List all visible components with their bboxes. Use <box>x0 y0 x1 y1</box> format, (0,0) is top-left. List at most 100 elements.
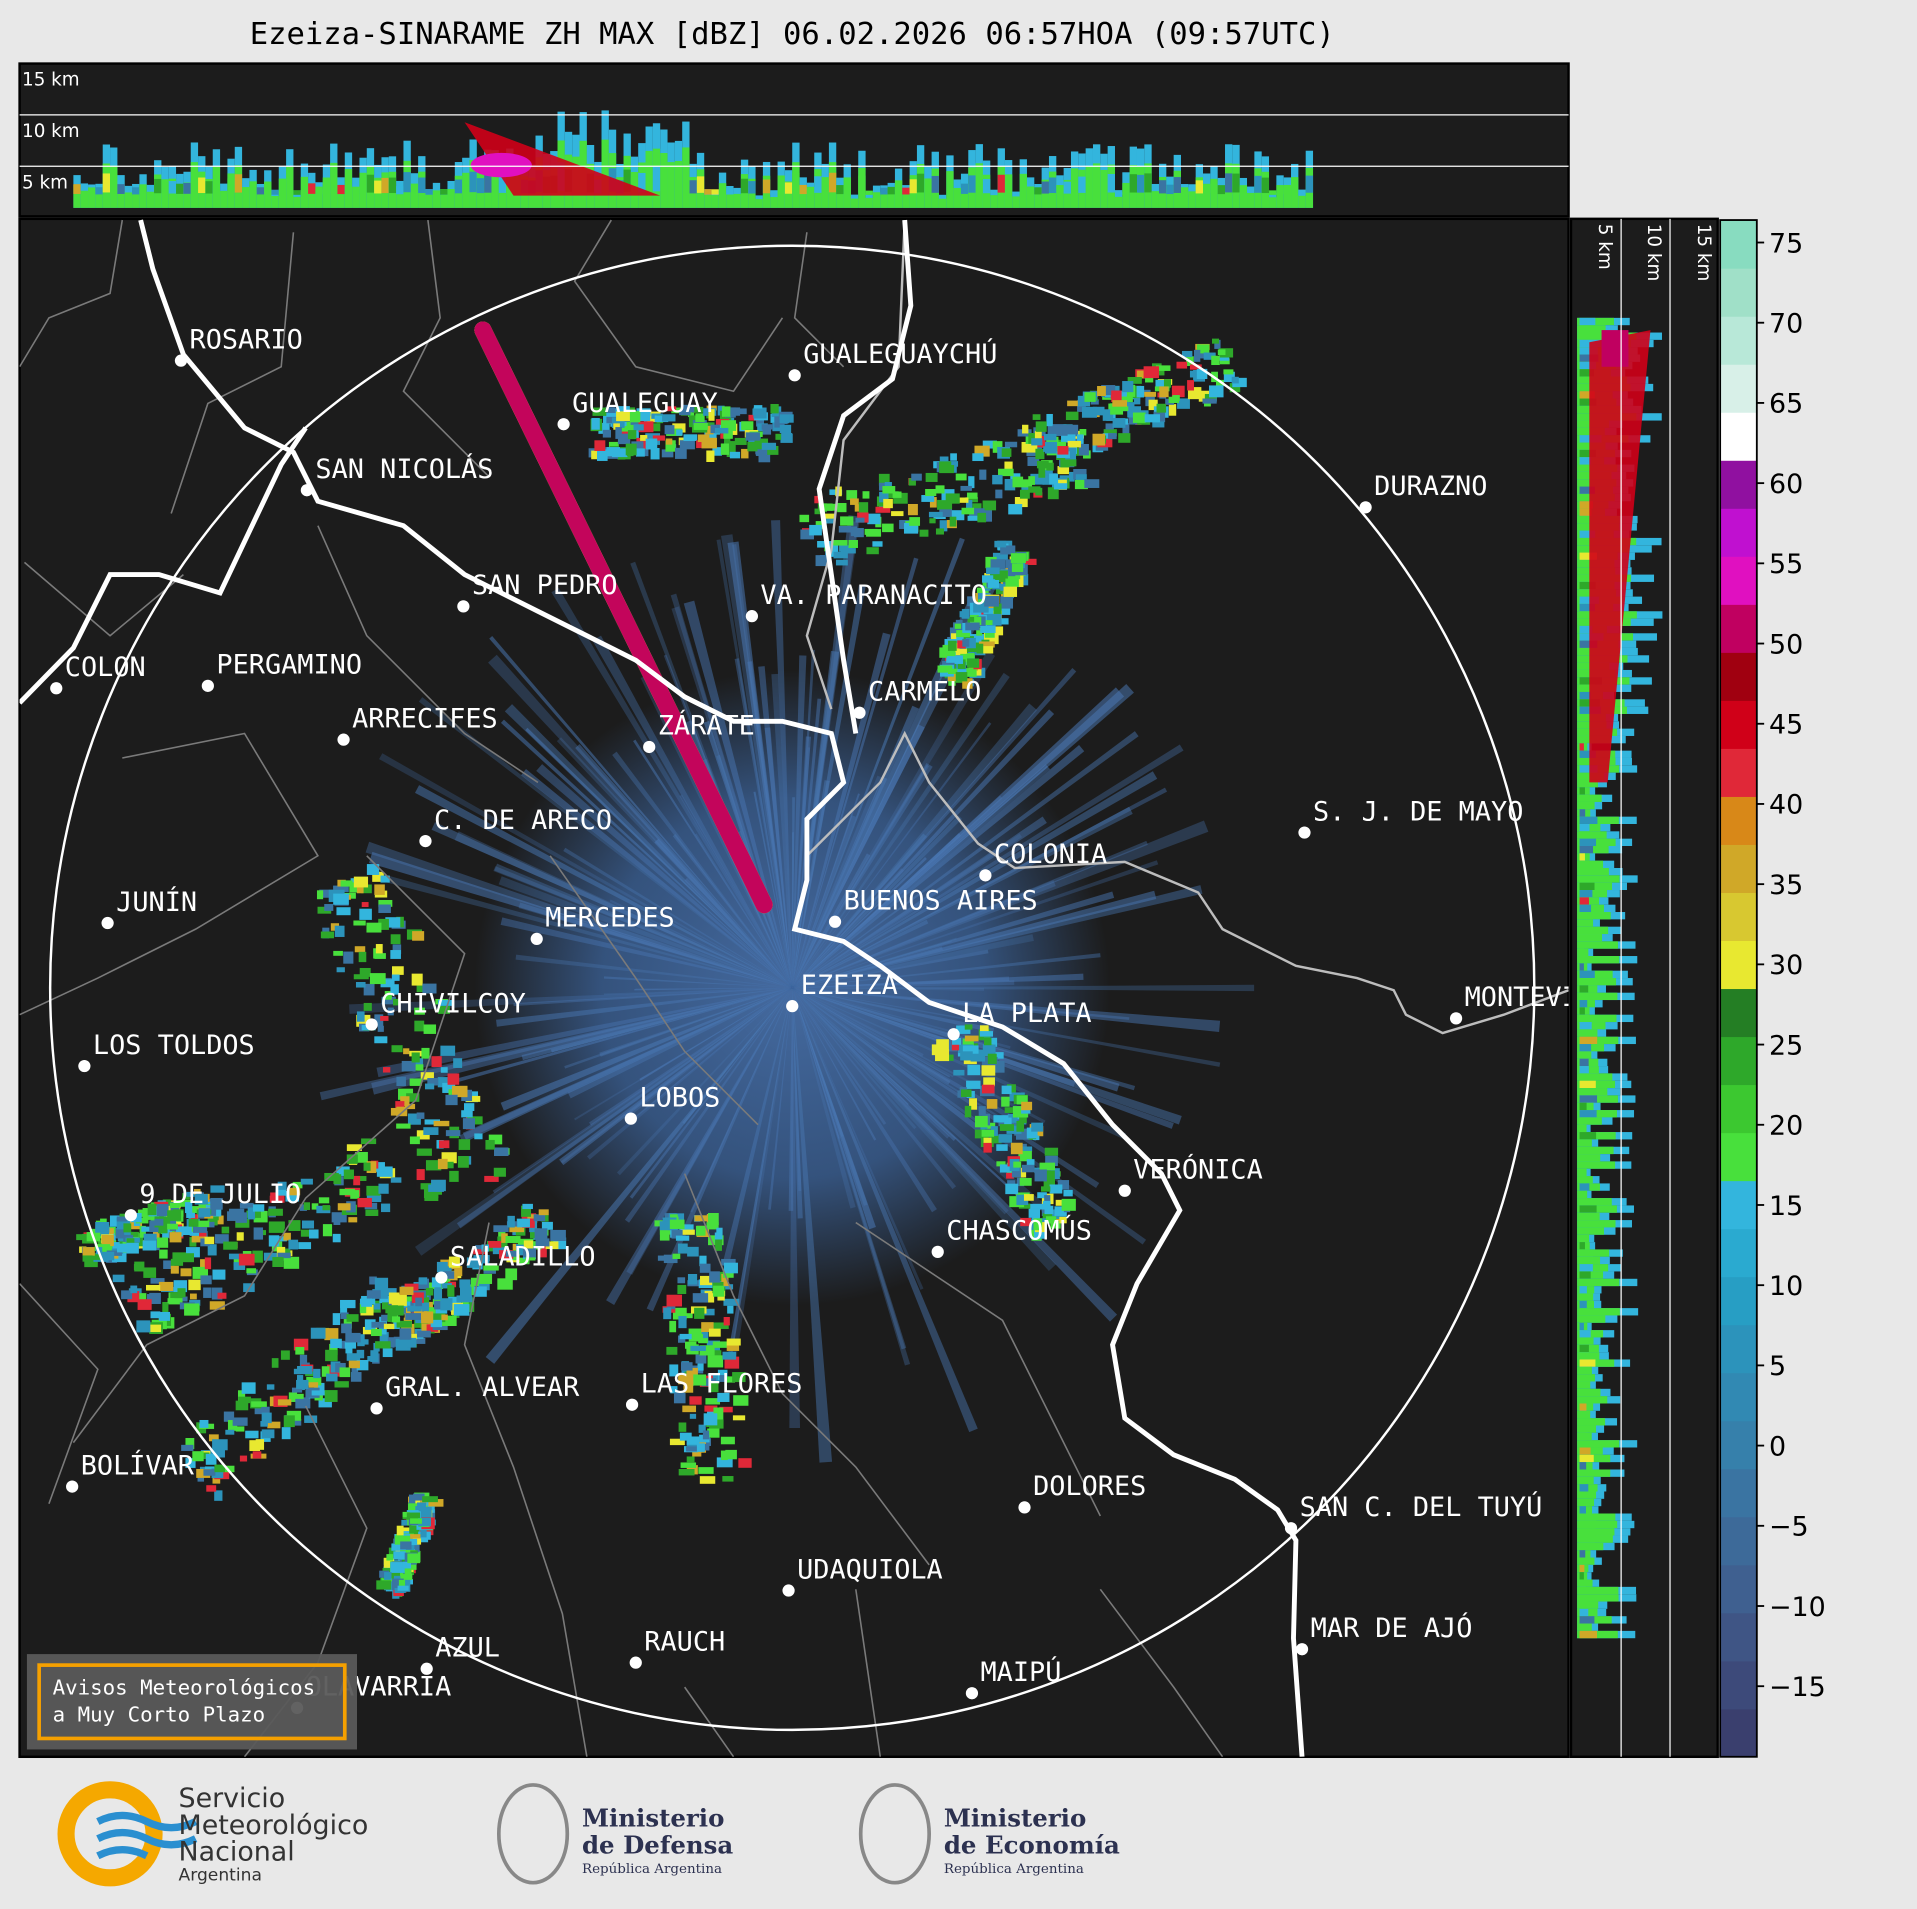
echo-cell <box>206 1485 217 1492</box>
echo-cell <box>992 552 1005 562</box>
echo-ray <box>454 987 793 1083</box>
echo-cell <box>998 1134 1013 1143</box>
echo-cell <box>343 1169 354 1180</box>
echo-cell <box>295 1346 305 1355</box>
echo-cell <box>722 1269 734 1278</box>
echo-cell <box>437 1005 450 1014</box>
echo-ray <box>792 987 1130 1020</box>
echo-column <box>814 176 822 193</box>
echo-ray <box>792 655 807 988</box>
echo-cell <box>501 1233 508 1243</box>
echo-cell <box>156 1204 169 1216</box>
echo-column <box>623 169 631 192</box>
echo-ray <box>629 987 793 1199</box>
echo-cell <box>269 1195 285 1203</box>
echo-cell <box>466 1095 481 1102</box>
echo-cell <box>969 1098 978 1110</box>
echo-cell <box>1223 371 1235 383</box>
echo-ray <box>564 987 793 1069</box>
echo-cell <box>1061 434 1076 443</box>
echo-cell <box>387 1337 395 1348</box>
echo-cell <box>678 1374 694 1385</box>
echo-cell <box>149 1292 161 1304</box>
echo-cell <box>407 1333 418 1340</box>
echo-cell <box>162 1302 169 1314</box>
echo-cell <box>956 630 970 638</box>
echo-cell <box>275 1189 287 1196</box>
echo-cell <box>346 1144 362 1152</box>
echo-cell <box>720 1450 728 1461</box>
footer-text: Ministerio <box>944 1803 1086 1832</box>
echo-cell <box>354 1176 367 1181</box>
echo-row <box>1579 1557 1587 1565</box>
echo-cell <box>1144 391 1157 397</box>
echo-cell <box>983 1137 992 1145</box>
echo-column <box>469 171 477 193</box>
echo-cell <box>212 1439 228 1451</box>
coastline <box>19 219 1305 1757</box>
echo-cell <box>356 1011 365 1022</box>
echo-cell <box>968 665 979 671</box>
echo-cell <box>336 1166 350 1176</box>
echo-cell <box>864 528 878 535</box>
echo-cell <box>442 1082 456 1093</box>
echo-cell <box>207 1244 217 1256</box>
echo-cell <box>1012 1106 1029 1118</box>
echo-cell <box>112 1242 120 1250</box>
city-dot <box>435 1271 448 1284</box>
echo-cell <box>143 1233 157 1241</box>
echo-ray <box>792 987 995 1033</box>
echo-cell <box>452 1085 468 1098</box>
colorbar-tick-label: 5 <box>1769 1351 1786 1382</box>
echo-cell <box>967 596 983 607</box>
city-dot <box>201 679 214 692</box>
echo-cell <box>448 1281 457 1288</box>
echo-cell <box>986 613 1002 626</box>
echo-ray <box>792 987 945 1044</box>
echo-cell <box>235 1218 250 1228</box>
city-label: BUENOS AIRES <box>844 886 1038 917</box>
echo-cell <box>416 985 423 993</box>
echo-ray <box>792 987 877 1141</box>
echo-cell <box>366 1194 382 1203</box>
echo-row <box>1579 1616 1595 1624</box>
echo-cell <box>391 1543 400 1551</box>
echo-cell <box>374 884 385 895</box>
echo-column <box>454 179 463 194</box>
echo-cell <box>677 1284 687 1295</box>
echo-cell <box>1019 1146 1033 1152</box>
echo-row <box>1577 1498 1595 1507</box>
echo-cell <box>983 632 999 645</box>
echo-row <box>1579 1322 1584 1331</box>
echo-cell <box>277 1252 291 1259</box>
echo-column <box>1261 177 1270 194</box>
echo-ray <box>365 841 793 988</box>
echo-cell <box>157 1224 168 1234</box>
echo-ray <box>792 703 1038 988</box>
echo-column <box>1151 191 1159 208</box>
echo-row <box>1577 1073 1613 1081</box>
colorbar-segment <box>1720 1612 1757 1662</box>
echo-cell <box>440 1067 448 1073</box>
echo-cell <box>993 1115 1009 1123</box>
echo-row <box>1579 523 1598 531</box>
echo-column <box>1026 186 1035 208</box>
echo-cell <box>331 1212 347 1223</box>
echo-cell <box>449 1170 459 1182</box>
colorbar-tick-label: 35 <box>1769 870 1803 901</box>
echo-ray <box>489 636 793 988</box>
echo-row <box>1577 875 1620 883</box>
echo-cell <box>377 1025 384 1032</box>
echo-ray <box>378 873 793 988</box>
echo-cell <box>343 951 354 964</box>
echo-cell <box>965 637 976 649</box>
echo-cell <box>1026 1159 1035 1170</box>
colorbar-tick-label: 15 <box>1769 1191 1803 1222</box>
city-dot <box>1284 1522 1298 1535</box>
echo-column <box>315 189 323 208</box>
echo-cell <box>533 1214 546 1222</box>
echo-cell <box>366 864 380 875</box>
echo-cell <box>833 540 848 546</box>
echo-cell <box>976 587 989 597</box>
echo-cell <box>1054 1206 1067 1216</box>
